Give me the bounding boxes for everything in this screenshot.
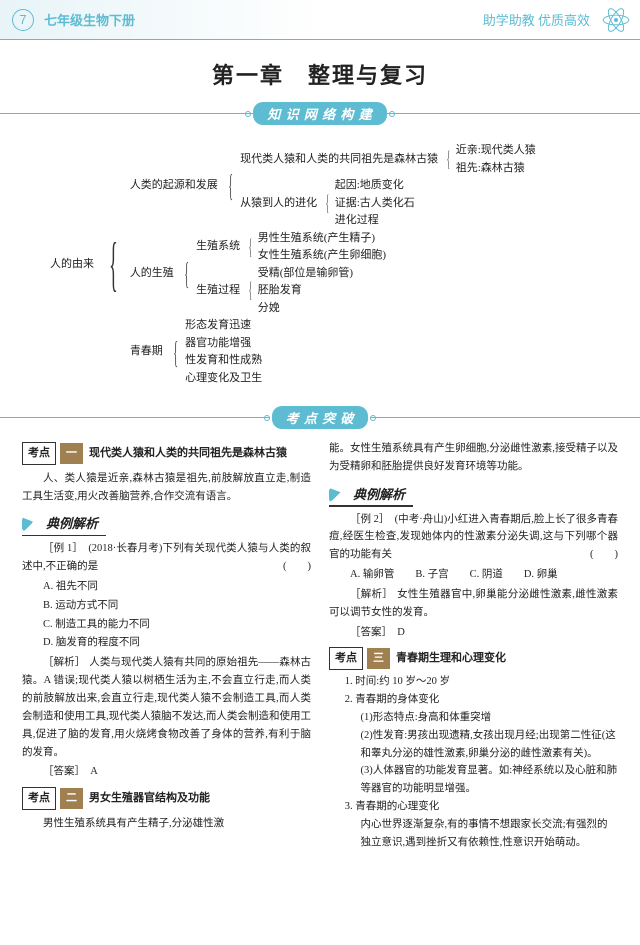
page-number: 7	[12, 9, 34, 31]
left-column: 考点 一 现代类人猿和人类的共同祖先是森林古猿 人、类人猿是近亲,森林古猿是祖先…	[22, 438, 311, 852]
banner-exam: 考 点 突 破	[0, 406, 640, 430]
list-item-2a: (1)形态特点:身高和体重突增	[329, 709, 618, 727]
list-item-2: 2. 青春期的身体变化	[329, 691, 618, 709]
header-slogan: 助学助教 优质高效	[483, 10, 590, 29]
atom-icon	[600, 4, 632, 36]
example-heading-2: 典例解析	[329, 484, 413, 506]
example-1-option-a: A. 祖先不同	[22, 578, 311, 596]
list-item-1: 1. 时间:约 10 岁～20 岁	[329, 673, 618, 691]
two-column-body: 考点 一 现代类人猿和人类的共同祖先是森林古猿 人、类人猿是近亲,森林古猿是祖先…	[0, 438, 640, 864]
example-2-analysis: ［解析］女性生殖器官中,卵巢能分泌雌性激素,雌性激素可以调节女性的发育。	[329, 586, 618, 622]
example-2-options: A. 输卵管 B. 子宫 C. 阴道 D. 卵巢	[329, 566, 618, 584]
example-2-stem: ［例 2］ (中考·舟山)小红进入青春期后,脸上长了很多青春痘,经医生检查,发现…	[329, 511, 618, 565]
list-item-3: 3. 青春期的心理变化	[329, 798, 618, 816]
page-header: 7 七年级生物下册 助学助教 优质高效	[0, 0, 640, 40]
banner-knowledge: 知 识 网 络 构 建	[0, 102, 640, 126]
chapter-title: 第一章 整理与复习	[0, 58, 640, 90]
example-2-answer: ［答案］ D	[329, 624, 618, 642]
example-1-option-d: D. 脑发育的程度不同	[22, 634, 311, 652]
list-item-3a: 内心世界逐渐复杂,有的事情不想跟家长交流;有强烈的独立意识,遇到挫折又有依赖性,…	[329, 816, 618, 852]
knowledge-tree: 人的由来 { 人类的起源和发展 { 现代类人猿和人类的共同祖先是森林古猿 { 近…	[0, 134, 640, 398]
exam-point-1: 考点 一 现代类人猿和人类的共同祖先是森林古猿	[22, 442, 287, 465]
summary-para-2: 男性生殖系统具有产生精子,分泌雄性激	[22, 815, 311, 833]
example-1-option-c: C. 制造工具的能力不同	[22, 616, 311, 634]
example-1-analysis: ［解析］人类与现代类人猿有共同的原始祖先——森林古猿。A 错误;现代类人猿以树栖…	[22, 654, 311, 761]
right-column: 能。女性生殖系统具有产生卵细胞,分泌雌性激素,接受精子以及为受精卵和胚胎提供良好…	[329, 438, 618, 852]
example-1-stem: ［例 1］ (2018·长春月考)下列有关现代类人猿与人类的叙述中,不正确的是(…	[22, 540, 311, 576]
list-item-2b: (2)性发育:男孩出现遗精,女孩出现月经;出现第二性征(这和睾丸分泌的雄性激素,…	[329, 727, 618, 763]
header-subject: 七年级生物下册	[44, 10, 135, 29]
exam-point-3: 考点 三 青春期生理和心理变化	[329, 647, 506, 670]
exam-point-2: 考点 二 男女生殖器官结构及功能	[22, 787, 210, 810]
list-item-2c: (3)人体器官的功能发育显著。如:神经系统以及心脏和肺等器官的功能明显增强。	[329, 762, 618, 798]
example-heading-1: 典例解析	[22, 513, 106, 535]
continuation-para: 能。女性生殖系统具有产生卵细胞,分泌雌性激素,接受精子以及为受精卵和胚胎提供良好…	[329, 440, 618, 476]
example-1-option-b: B. 运动方式不同	[22, 597, 311, 615]
summary-para-1: 人、类人猿是近亲,森林古猿是祖先,前肢解放直立走,制造工具生活变,用火改善脑营养…	[22, 470, 311, 506]
example-1-answer: ［答案］ A	[22, 763, 311, 781]
